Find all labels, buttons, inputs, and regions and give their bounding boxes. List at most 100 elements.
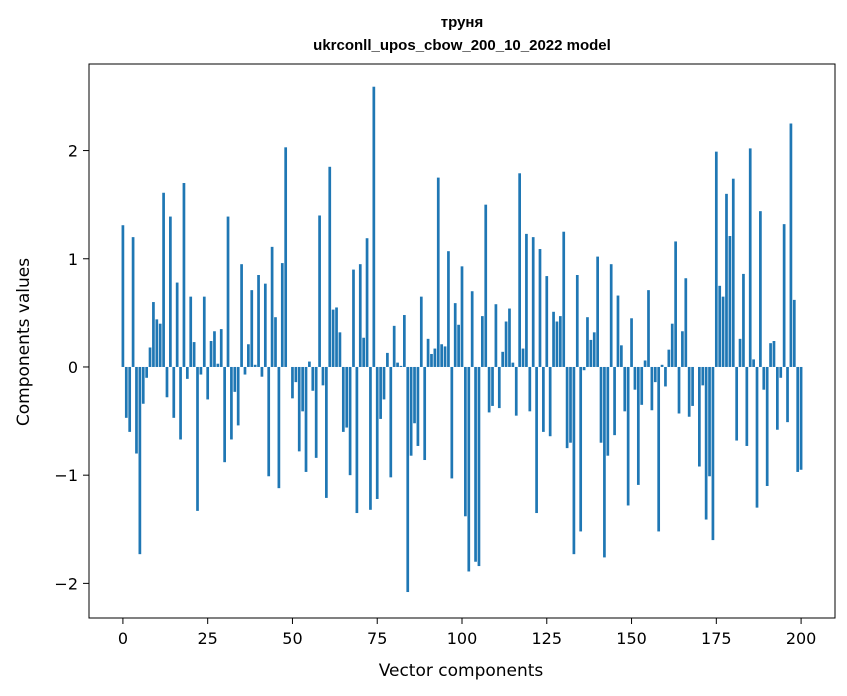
bar-88 [419,296,423,367]
bar-104 [474,366,477,562]
bar-59 [321,366,325,386]
bar-12 [162,192,165,367]
bar-149 [626,366,630,506]
bar-20 [189,296,193,367]
bar-135 [579,366,583,532]
bar-150 [630,318,633,367]
bar-60 [325,366,328,498]
bar-24 [202,296,206,367]
bar-75 [375,366,379,499]
y-tick-label--1: −1 [54,466,78,485]
bar-5 [138,366,142,555]
bar-73 [369,366,372,510]
bar-136 [582,366,586,371]
bar-165 [681,331,684,367]
bar-50 [291,366,294,399]
bar-170 [698,366,701,467]
bar-9 [152,302,155,367]
bar-87 [416,366,420,446]
bar-102 [467,366,471,572]
bar-10 [155,319,159,367]
bar-172 [704,366,708,520]
chart-subtitle: ukrconll_upos_cbow_200_10_2022 model [313,37,611,54]
bar-1 [124,366,128,418]
bar-43 [267,366,271,477]
bar-85 [409,366,413,456]
bar-137 [586,317,589,367]
bar-123 [538,249,542,367]
plot-frame [88,63,836,619]
bar-83 [403,315,406,367]
bar-155 [647,290,650,367]
bar-108 [487,366,491,413]
bar-113 [504,321,508,367]
bar-130 [562,231,566,367]
bar-182 [738,338,742,367]
bar-112 [501,351,505,367]
bar-163 [674,241,677,367]
bar-189 [762,366,766,390]
bar-8 [148,347,152,367]
x-tick-label-25: 25 [198,629,218,648]
bar-153 [640,366,644,405]
bar-90 [426,338,430,367]
bar-103 [470,291,474,367]
bar-77 [382,366,386,400]
bar-3 [131,237,135,367]
bar-193 [776,366,779,430]
bar-19 [185,366,189,379]
bar-53 [301,366,304,412]
bar-84 [406,366,410,593]
bar-58 [318,215,321,367]
bar-2 [128,366,132,432]
bar-140 [596,256,599,367]
bar-198 [792,299,796,367]
bar-64 [338,332,342,367]
bar-26 [209,341,213,367]
bar-171 [701,366,705,386]
bar-98 [453,303,457,367]
bar-134 [575,275,579,367]
bar-35 [240,264,243,367]
y-tick-label-2: 2 [68,142,78,161]
bar-115 [511,362,515,367]
bar-187 [755,366,759,508]
bar-15 [172,366,176,418]
bar-72 [365,238,369,367]
bar-109 [491,366,494,406]
bar-81 [396,362,399,367]
bar-174 [711,366,715,541]
bar-25 [206,366,210,400]
bar-146 [616,295,620,367]
bar-183 [742,273,745,367]
bar-164 [677,366,681,414]
bar-71 [362,337,366,367]
bar-188 [759,211,762,367]
bar-80 [392,325,396,367]
bar-51 [294,366,298,383]
bar-117 [518,173,521,367]
bar-100 [460,266,464,367]
bar-91 [430,353,433,367]
bar-180 [731,178,735,367]
bar-176 [718,285,722,367]
bar-42 [263,283,267,367]
bar-186 [752,359,755,367]
bar-82 [399,365,403,367]
bar-37 [247,344,250,367]
bar-185 [748,148,752,367]
bar-148 [623,366,627,412]
bar-129 [558,316,562,367]
bar-139 [592,332,596,367]
bar-0 [121,225,125,367]
bar-52 [297,366,301,452]
bar-118 [521,348,525,367]
bar-127 [552,311,555,367]
bar-31 [226,216,230,367]
bar-56 [311,366,315,391]
bar-38 [250,290,254,367]
bar-70 [358,264,362,367]
bar-132 [569,366,572,443]
x-tick-label-125: 125 [531,629,562,648]
bar-86 [413,366,416,424]
